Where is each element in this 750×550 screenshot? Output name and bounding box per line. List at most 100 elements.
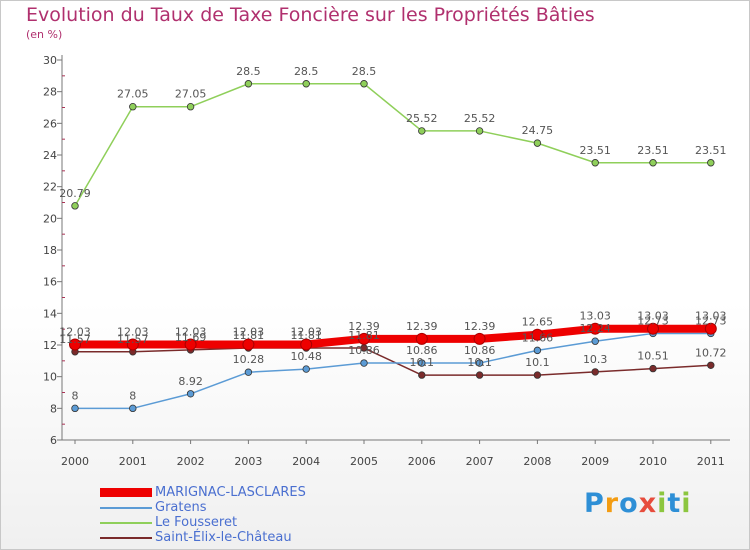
proxiti-logo: Proxiti — [584, 488, 692, 519]
data-point — [300, 338, 313, 351]
data-point — [129, 103, 137, 111]
data-point — [415, 332, 428, 345]
data-label: 12.24 — [579, 322, 611, 335]
data-point — [242, 338, 255, 351]
y-tick-label: 14 — [43, 307, 57, 320]
series-line — [74, 83, 712, 207]
data-point — [473, 332, 486, 345]
y-tick-label: 26 — [43, 117, 57, 130]
data-label: 28.5 — [352, 65, 377, 78]
y-tick-label: 10 — [43, 371, 57, 384]
data-label: 10.51 — [637, 350, 669, 363]
logo-letter: r — [604, 488, 620, 519]
data-label: 20.79 — [59, 187, 91, 200]
data-label: 23.51 — [579, 144, 611, 157]
y-tick-label: 8 — [50, 402, 57, 415]
data-point — [69, 338, 81, 351]
data-label: 10.3 — [583, 353, 608, 366]
data-point — [302, 365, 310, 373]
y-tick-label: 30 — [43, 54, 57, 67]
data-label: 10.1 — [410, 356, 435, 369]
y-tick-label: 16 — [43, 276, 57, 289]
data-point — [186, 103, 195, 111]
data-point — [704, 322, 717, 335]
logo-letter: x — [638, 488, 658, 519]
data-label: 11.57 — [117, 333, 149, 346]
data-label: 12.73 — [637, 314, 669, 327]
data-point — [358, 332, 370, 345]
data-point — [360, 80, 368, 88]
legend-label: Gratens — [155, 500, 207, 515]
data-label: 24.75 — [522, 124, 554, 137]
data-label: 10.86 — [348, 344, 380, 357]
data-label: 10.1 — [467, 356, 492, 369]
logo-letter: i — [681, 488, 692, 519]
data-label: 13.03 — [579, 310, 611, 323]
data-label: 8.92 — [178, 375, 203, 388]
data-label: 12.03 — [175, 326, 207, 339]
x-tick-label: 2005 — [350, 455, 378, 468]
data-point — [475, 371, 484, 379]
data-label: 28.5 — [294, 65, 319, 78]
data-point — [533, 371, 542, 379]
data-label: 12.39 — [406, 320, 438, 333]
x-tick-label: 2007 — [466, 455, 494, 468]
data-point — [184, 338, 197, 351]
data-point — [71, 404, 79, 413]
data-label: 25.52 — [406, 112, 438, 125]
logo-letter: i — [657, 488, 668, 519]
chart-title: Evolution du Taux de Taxe Foncière sur l… — [26, 4, 595, 26]
data-label: 11.81 — [233, 329, 265, 342]
data-point — [244, 368, 253, 376]
data-point — [418, 359, 426, 367]
chart-subtitle: (en %) — [26, 28, 63, 41]
x-tick-label: 2000 — [61, 455, 89, 468]
data-label: 12.39 — [348, 320, 380, 333]
data-point — [707, 159, 715, 167]
data-label: 10.1 — [525, 356, 550, 369]
data-label: 11.57 — [59, 333, 91, 346]
data-label: 23.51 — [637, 144, 669, 157]
data-label: 11.81 — [290, 329, 322, 342]
data-point — [126, 338, 139, 351]
data-point — [129, 404, 137, 413]
data-point — [244, 80, 253, 88]
legend-swatch-marignac — [100, 488, 152, 497]
legend-label: Le Fousseret — [155, 515, 238, 530]
data-point — [591, 159, 599, 167]
series-line — [71, 324, 715, 349]
data-label: 10.86 — [406, 344, 438, 357]
data-label: 27.05 — [175, 88, 207, 101]
data-point — [475, 359, 484, 367]
data-point — [649, 159, 657, 167]
series-line — [74, 347, 712, 376]
data-label: 10.72 — [695, 346, 727, 359]
data-point — [531, 328, 544, 341]
data-point — [533, 139, 542, 147]
data-label: 12.39 — [464, 320, 496, 333]
x-tick-label: 2004 — [292, 455, 320, 468]
data-label: 11.81 — [348, 329, 380, 342]
data-label: 10.28 — [233, 353, 265, 366]
legend-label: MARIGNAC-LASCLARES — [155, 485, 306, 500]
data-label: 12.03 — [117, 326, 149, 339]
data-label: 8 — [129, 389, 136, 402]
data-point — [360, 359, 368, 367]
data-label: 28.5 — [236, 65, 261, 78]
x-tick-label: 2010 — [639, 455, 667, 468]
data-point — [591, 368, 599, 376]
data-point — [647, 322, 659, 335]
data-label: 8 — [72, 389, 79, 402]
y-tick-label: 28 — [43, 86, 57, 99]
y-tick-label: 22 — [43, 181, 57, 194]
data-point — [591, 337, 599, 345]
legend-swatch-saint-elix — [100, 537, 152, 539]
x-tick-label: 2008 — [523, 455, 551, 468]
y-tick-label: 6 — [50, 434, 57, 447]
y-tick-label: 20 — [43, 212, 57, 225]
data-point — [186, 390, 195, 398]
data-label: 11.69 — [175, 331, 207, 344]
data-point — [302, 80, 310, 88]
